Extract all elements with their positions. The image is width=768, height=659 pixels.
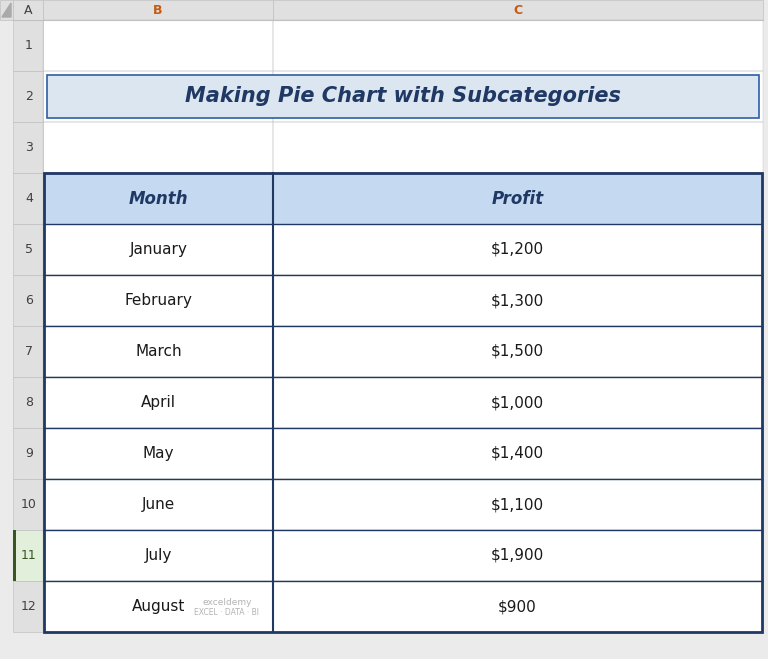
Bar: [273, 224, 763, 275]
Bar: [43, 377, 273, 428]
Text: 3: 3: [25, 141, 33, 154]
Text: $1,400: $1,400: [491, 446, 544, 461]
Bar: [43, 122, 273, 173]
Text: 8: 8: [25, 396, 33, 409]
Bar: [273, 581, 763, 632]
Bar: [43, 428, 273, 479]
Bar: [13, 479, 43, 530]
Text: $1,200: $1,200: [491, 242, 544, 257]
Text: 6: 6: [25, 294, 33, 307]
Text: $1,000: $1,000: [491, 395, 544, 410]
Bar: [273, 326, 763, 377]
Text: Profit: Profit: [492, 190, 544, 208]
Text: January: January: [130, 242, 187, 257]
Text: March: March: [135, 344, 182, 359]
Text: 11: 11: [22, 549, 37, 562]
Text: 1: 1: [25, 39, 33, 52]
Bar: [43, 173, 763, 224]
Bar: [273, 479, 763, 530]
Text: EXCEL · DATA · BI: EXCEL · DATA · BI: [194, 608, 260, 617]
Text: 2: 2: [25, 90, 33, 103]
Bar: [13, 122, 43, 173]
Bar: [0, 0, 13, 20]
Bar: [273, 71, 763, 122]
Text: A: A: [24, 3, 32, 16]
Bar: [43, 224, 273, 275]
Bar: [273, 20, 763, 71]
Bar: [43, 326, 273, 377]
Text: 7: 7: [25, 345, 33, 358]
Bar: [13, 581, 43, 632]
Bar: [43, 530, 273, 581]
Text: $900: $900: [498, 599, 537, 614]
Text: April: April: [141, 395, 176, 410]
Text: exceldemy: exceldemy: [202, 598, 252, 607]
Bar: [273, 173, 763, 224]
Text: July: July: [145, 548, 172, 563]
Bar: [13, 71, 43, 122]
Bar: [43, 122, 763, 173]
Bar: [44, 173, 762, 632]
Bar: [43, 224, 763, 275]
Bar: [43, 581, 763, 632]
Bar: [273, 530, 763, 581]
Bar: [13, 530, 16, 581]
Bar: [13, 377, 43, 428]
Bar: [43, 581, 273, 632]
Bar: [13, 224, 43, 275]
Bar: [44, 173, 273, 224]
Text: $1,300: $1,300: [491, 293, 544, 308]
Bar: [43, 71, 273, 122]
Bar: [43, 20, 273, 71]
Text: 12: 12: [22, 600, 37, 613]
Bar: [13, 530, 43, 581]
Bar: [273, 275, 763, 326]
Bar: [43, 275, 763, 326]
Bar: [13, 173, 43, 224]
Bar: [13, 275, 43, 326]
Bar: [13, 0, 43, 20]
Bar: [43, 71, 763, 122]
Bar: [43, 0, 273, 20]
Text: 4: 4: [25, 192, 33, 205]
Bar: [13, 326, 43, 377]
Text: $1,900: $1,900: [491, 548, 544, 563]
Text: 5: 5: [25, 243, 33, 256]
Bar: [47, 75, 759, 118]
Polygon shape: [2, 3, 11, 17]
Text: May: May: [143, 446, 174, 461]
Bar: [273, 0, 763, 20]
Bar: [43, 479, 273, 530]
Text: 9: 9: [25, 447, 33, 460]
Text: 10: 10: [21, 498, 37, 511]
Text: B: B: [154, 3, 163, 16]
Text: $1,500: $1,500: [491, 344, 544, 359]
Bar: [43, 428, 763, 479]
Text: August: August: [132, 599, 185, 614]
Bar: [43, 275, 273, 326]
Text: C: C: [514, 3, 522, 16]
Text: Making Pie Chart with Subcategories: Making Pie Chart with Subcategories: [185, 86, 621, 107]
Bar: [43, 326, 763, 377]
Bar: [13, 428, 43, 479]
Bar: [13, 20, 43, 71]
Bar: [273, 122, 763, 173]
Bar: [273, 377, 763, 428]
Bar: [273, 428, 763, 479]
Bar: [43, 479, 763, 530]
Text: February: February: [124, 293, 193, 308]
Text: Month: Month: [129, 190, 188, 208]
Text: June: June: [142, 497, 175, 512]
Bar: [43, 20, 763, 71]
Bar: [273, 173, 762, 224]
Bar: [43, 530, 763, 581]
Text: $1,100: $1,100: [491, 497, 544, 512]
Bar: [43, 173, 273, 224]
Bar: [43, 377, 763, 428]
